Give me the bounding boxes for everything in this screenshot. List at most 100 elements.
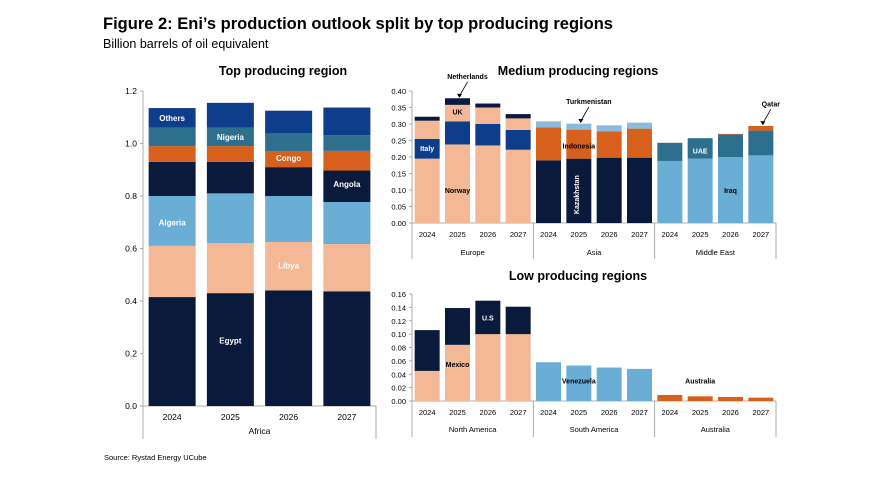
chart-0-ytick-label: 0.6 xyxy=(125,244,137,254)
chart-2-xtick-label: 2027 xyxy=(510,408,527,417)
figure-title: Figure 2: Eni’s production outlook split… xyxy=(103,15,613,33)
bar-segment-others-2027 xyxy=(323,107,371,136)
bar-segment-australia-2024 xyxy=(657,394,683,401)
callout-arrow-line xyxy=(762,109,772,124)
data-label-uae: UAE xyxy=(693,148,708,155)
bar-segment-netherlands-2027 xyxy=(505,114,531,119)
bar-segment-congo-2026 xyxy=(265,151,313,168)
bar-segment-italy-2024 xyxy=(414,138,440,159)
data-label-u-s: U.S xyxy=(482,315,494,322)
bar-segment-uae-2027 xyxy=(748,130,774,156)
bar-segment-turkmenistan-2024 xyxy=(536,121,561,128)
chart-0-xtick-label: 2027 xyxy=(337,412,356,422)
bar-segment-turkmenistan-2027 xyxy=(627,122,652,129)
bar-segment-venezuela-2025 xyxy=(566,365,592,401)
chart-0-ytick-label: 0.4 xyxy=(125,296,137,306)
chart-2-ytick-label: 0.00 xyxy=(391,397,406,406)
data-label-venezuela: Venezuela xyxy=(562,378,596,385)
bar-segment-uae-2025 xyxy=(687,138,713,159)
bar-segment-italy-2026 xyxy=(475,124,501,146)
data-label-libya: Libya xyxy=(278,262,299,271)
chart-2-xtick-label: 2024 xyxy=(661,408,678,417)
chart-1-xtick-label: 2027 xyxy=(752,230,769,239)
data-label-indonesia: Indonesia xyxy=(562,143,595,150)
bar-segment-uk-2025 xyxy=(445,104,470,122)
bar-segment-italy-2027 xyxy=(505,129,531,150)
chart-0-xtick-label: 2026 xyxy=(279,412,298,422)
bar-segment-qatar-2027 xyxy=(748,125,774,131)
chart-1-xtick-label: 2025 xyxy=(692,230,709,239)
data-label-egypt: Egypt xyxy=(219,336,242,345)
bar-segment-qatar-2026 xyxy=(718,133,743,135)
callout-qatar: Qatar xyxy=(762,101,781,108)
bar-segment-algeria-2024 xyxy=(148,196,196,246)
bar-segment-nigeria-2024 xyxy=(148,127,196,147)
data-label-norway: Norway xyxy=(445,188,470,195)
chart-1-title: Medium producing regions xyxy=(498,64,658,78)
bar-segment-indonesia-2025 xyxy=(566,129,592,159)
bar-segment-congo-2025 xyxy=(206,146,254,162)
data-label-australia: Australia xyxy=(685,378,715,385)
bar-segment-angola-2027 xyxy=(323,170,371,203)
chart-1-ytick-label: 0.40 xyxy=(391,87,406,96)
bar-segment-netherlands-2025 xyxy=(445,98,470,105)
bar-segment-congo-2024 xyxy=(148,146,196,162)
chart-2-ytick-label: 0.06 xyxy=(391,357,406,366)
bar-segment-turkmenistan-2026 xyxy=(596,125,622,132)
chart-1-xtick-label: 2024 xyxy=(419,230,436,239)
data-label-algeria: Algeria xyxy=(159,218,187,227)
bar-segment-libya-2026 xyxy=(265,241,313,291)
chart-1-xtick-label: 2027 xyxy=(510,230,527,239)
chart-1-xtick-label: 2025 xyxy=(449,230,466,239)
chart-1-ytick-label: 0.35 xyxy=(391,104,406,113)
bar-segment-u-s-2024 xyxy=(414,330,440,371)
bar-segment-angola-2026 xyxy=(265,167,313,196)
chart-2-xtick-label: 2026 xyxy=(722,408,739,417)
chart-2-xtick-label: 2026 xyxy=(479,408,496,417)
chart-2-ytick-label: 0.10 xyxy=(391,330,406,339)
chart-0-ytick-label: 0.0 xyxy=(125,401,137,411)
chart-2-xtick-label: 2026 xyxy=(601,408,618,417)
chart-2-ytick-label: 0.14 xyxy=(391,303,406,312)
bar-segment-norway-2027 xyxy=(505,149,531,223)
chart-2-ytick-label: 0.08 xyxy=(391,344,406,353)
data-label-uk: UK xyxy=(452,109,462,116)
chart-2-group-label: North America xyxy=(449,425,497,434)
bar-segment-turkmenistan-2025 xyxy=(566,123,592,130)
callout-arrow-head xyxy=(457,93,462,98)
chart-0-title: Top producing region xyxy=(219,64,347,78)
bar-segment-iraq-2024 xyxy=(657,160,683,223)
bar-segment-mexico-2025 xyxy=(445,344,470,401)
chart-2-ytick-label: 0.16 xyxy=(391,290,406,299)
bar-segment-indonesia-2027 xyxy=(627,128,652,158)
chart-0-ytick-label: 1.2 xyxy=(125,86,137,96)
data-label-angola: Angola xyxy=(333,180,361,189)
bar-segment-venezuela-2024 xyxy=(536,362,561,401)
chart-1-xtick-label: 2025 xyxy=(570,230,587,239)
chart-1-xtick-label: 2027 xyxy=(631,230,648,239)
bar-segment-nigeria-2025 xyxy=(206,127,254,147)
bar-segment-kazakhstan-2024 xyxy=(536,160,561,223)
chart-2-ytick-label: 0.12 xyxy=(391,317,406,326)
bar-segment-algeria-2025 xyxy=(206,193,254,244)
bar-segment-egypt-2027 xyxy=(323,291,371,406)
bar-segment-uk-2024 xyxy=(414,120,440,139)
bar-segment-iraq-2025 xyxy=(687,158,713,223)
bar-segment-venezuela-2027 xyxy=(627,368,652,401)
bar-segment-netherlands-2024 xyxy=(414,116,440,121)
bar-segment-libya-2024 xyxy=(148,245,196,298)
chart-1-group-label: Asia xyxy=(587,248,602,257)
bar-segment-kazakhstan-2026 xyxy=(596,157,622,223)
chart-0-ytick-label: 0.2 xyxy=(125,349,137,359)
bar-segment-indonesia-2026 xyxy=(596,131,622,158)
chart-2-xtick-label: 2027 xyxy=(631,408,648,417)
chart-1-xtick-label: 2026 xyxy=(722,230,739,239)
bar-segment-australia-2026 xyxy=(718,396,743,401)
source-note: Source: Rystad Energy UCube xyxy=(104,453,207,462)
data-label-others: Others xyxy=(159,114,185,123)
chart-0-xtick-label: 2024 xyxy=(163,412,182,422)
bar-segment-egypt-2024 xyxy=(148,297,196,406)
bar-segment-kazakhstan-2025 xyxy=(566,158,592,223)
bar-segment-nigeria-2026 xyxy=(265,133,313,152)
